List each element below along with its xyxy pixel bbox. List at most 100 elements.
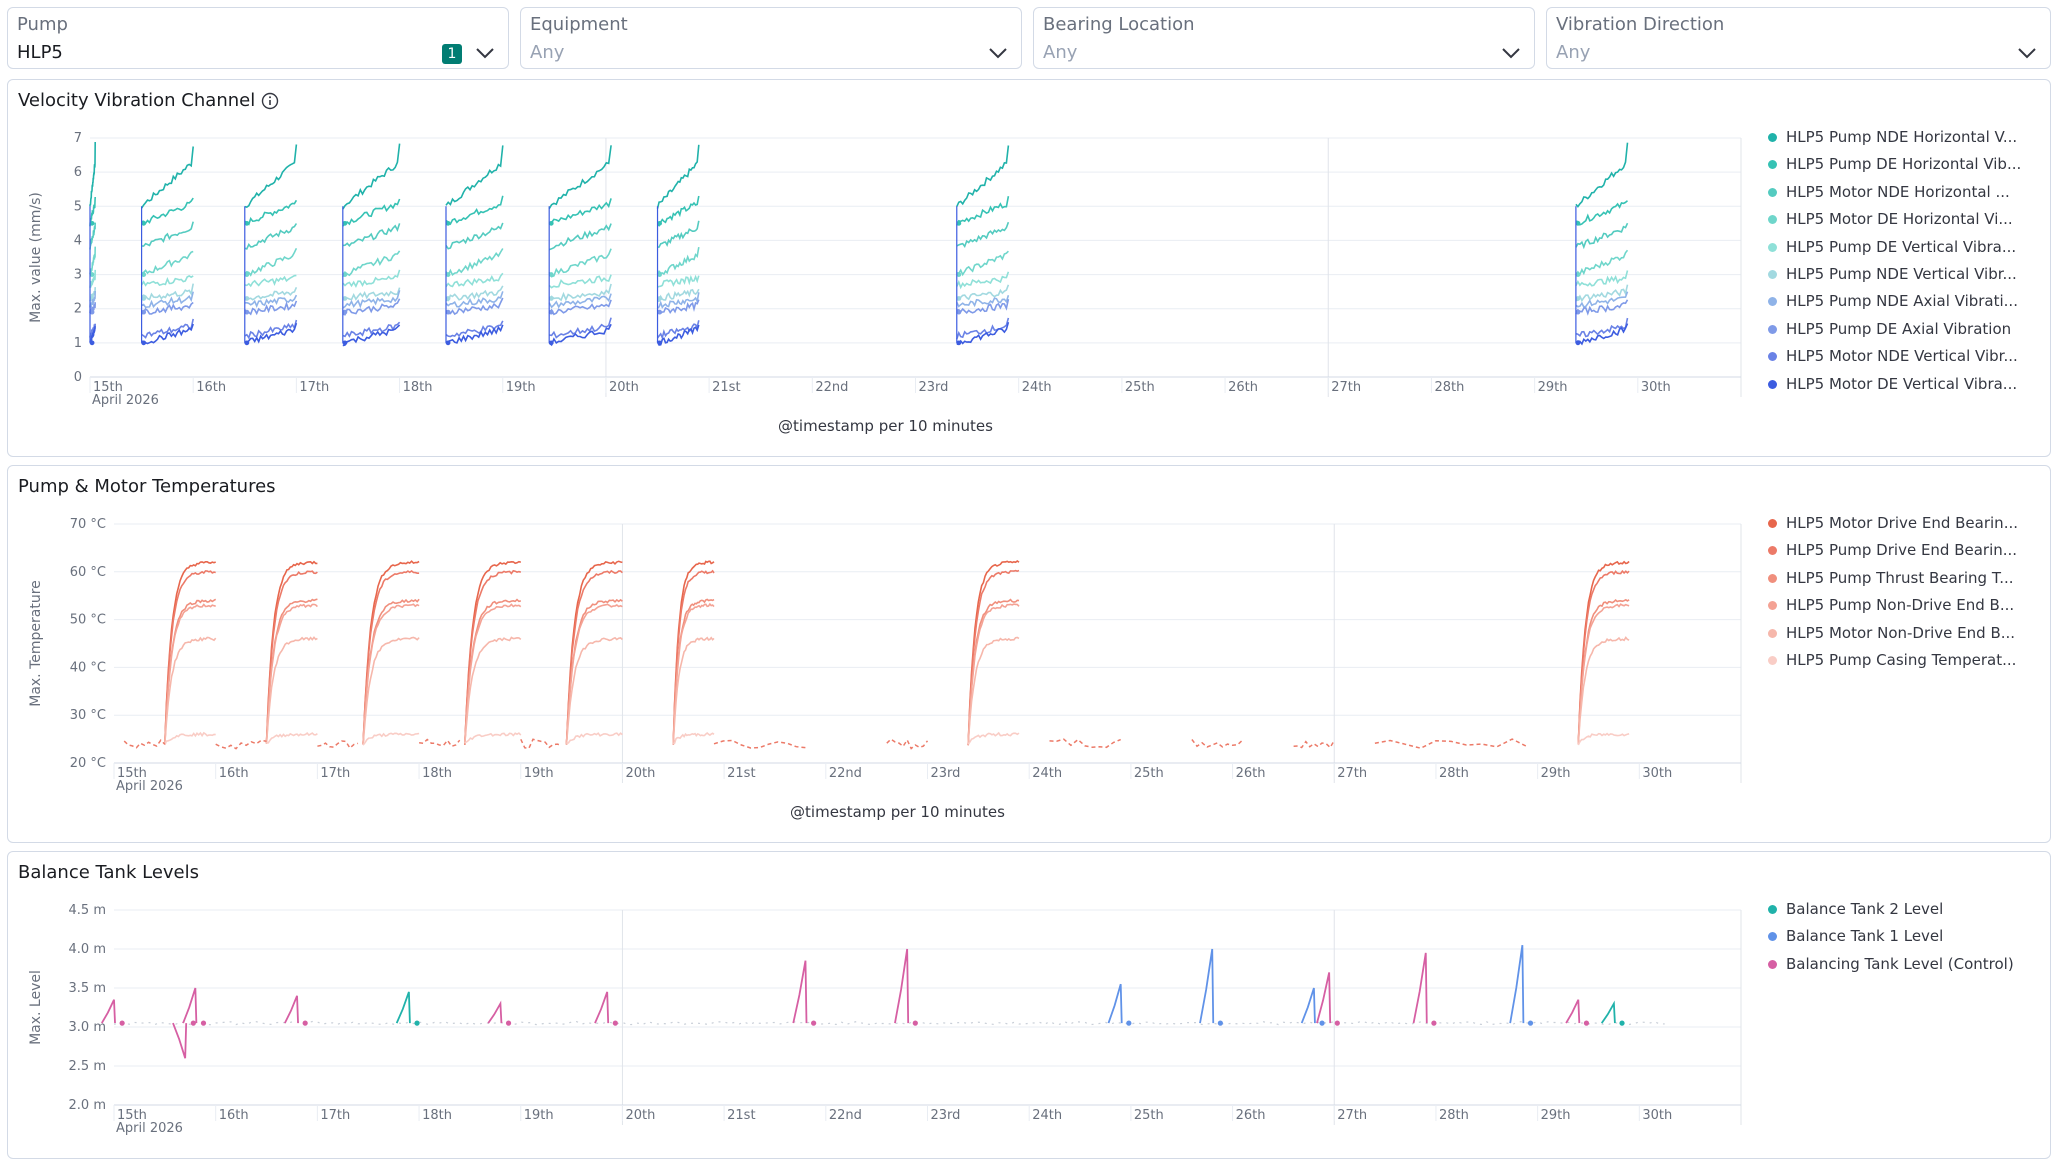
legend-item[interactable]: HLP5 Pump NDE Horizontal V... [1764,126,2044,153]
series-line[interactable] [89,220,1629,251]
vibration-direction-filter[interactable]: Vibration Direction Any [1546,7,2051,69]
vibration-direction-filter-value: Any [1556,42,1591,63]
series-line[interactable] [89,269,1629,290]
legend-item[interactable]: HLP5 Pump NDE Vertical Vibr... [1764,263,2044,290]
series-line[interactable] [89,317,1629,341]
chevron-down-icon[interactable] [474,46,496,60]
legend-item[interactable]: HLP5 Motor Drive End Bearin... [1764,512,2044,539]
legend-item[interactable]: HLP5 Pump Drive End Bearin... [1764,539,2044,566]
x-tick-label: 30th [1641,380,1671,395]
legend-label: Balance Tank 1 Level [1786,927,1944,946]
legend-item[interactable]: HLP5 Motor NDE Vertical Vibr... [1764,345,2044,372]
series-line[interactable] [164,731,1630,746]
panel-title-wrap: Balance Tank Levels [18,862,199,883]
legend-label: HLP5 Pump NDE Axial Vibrati... [1786,292,2018,311]
series-segment [464,603,522,744]
series-line[interactable] [164,598,1630,746]
series-segment [140,146,194,209]
data-point [89,309,95,315]
legend-dot-icon [1768,297,1777,307]
x-tick-label: 19th [524,766,554,781]
data-point [342,296,348,301]
legend-label: HLP5 Motor DE Vertical Vibra... [1786,374,2018,393]
pump-filter[interactable]: Pump HLP5 1 [7,7,509,69]
series-segment [342,290,401,309]
legend-label: HLP5 Motor DE Horizontal Vi... [1786,210,2013,229]
legend-item[interactable]: HLP5 Motor Non-Drive End B... [1764,622,2044,649]
legend-item[interactable]: Balance Tank 1 Level [1764,925,2044,952]
legend-item[interactable]: HLP5 Motor DE Horizontal Vi... [1764,208,2044,235]
legend-item[interactable]: HLP5 Pump NDE Axial Vibrati... [1764,290,2044,317]
series-line[interactable] [164,559,1630,745]
series-line[interactable] [395,991,1625,1026]
series-line[interactable] [89,290,1629,309]
chevron-down-icon[interactable] [987,46,1009,60]
series-segment [244,199,298,226]
series-segment [445,291,504,308]
legend-item[interactable]: HLP5 Pump DE Axial Vibration [1764,318,2044,345]
series-segment [140,274,194,287]
baseline-readings [113,1020,1665,1026]
x-tick-label: 15th [93,380,123,395]
series-segment [464,569,522,744]
series-segment [967,603,1020,744]
legend-item[interactable]: HLP5 Pump DE Vertical Vibra... [1764,236,2044,263]
data-point [200,1020,207,1026]
series-line[interactable] [89,246,1629,278]
series-line[interactable] [89,321,1629,347]
data-point [548,340,554,346]
series-segment [656,324,700,346]
series-segment [362,732,420,746]
chevron-down-icon[interactable] [1500,46,1522,60]
legend-item[interactable]: HLP5 Pump Thrust Bearing T... [1764,567,2044,594]
series-line[interactable] [89,195,1629,227]
series-segment [548,248,612,278]
data-point [414,1020,420,1026]
velocity-vibration-chart[interactable]: 0 1 2 3 4 5 6 7 15th 16th 17th 18th 19th 20th 21st 22nd… [8,80,1758,458]
data-point [956,272,962,277]
temperatures-chart[interactable]: 20 °C 30 °C 40 °C 50 °C 60 °C 70 °C 15th 16th 17… [8,466,1758,844]
y-tick-label: 70 °C [70,517,106,532]
level-spike [172,1022,188,1059]
x-tick-label: 15th [117,766,147,781]
balance-tank-chart[interactable]: 2.0 m 2.5 m 3.0 m 3.5 m 4.0 m 4.5 m 15th 16th 17… [8,852,1758,1160]
temperatures-panel: 20 °C 30 °C 40 °C 50 °C 60 °C 70 °C 15th 16th 17… [7,465,2051,843]
series-line[interactable] [101,948,1590,1059]
series-segment [956,321,1010,346]
legend-item[interactable]: HLP5 Motor DE Vertical Vibra... [1764,373,2044,400]
legend-item[interactable]: HLP5 Pump Non-Drive End B... [1764,594,2044,621]
legend-item[interactable]: HLP5 Pump DE Horizontal Vib... [1764,153,2044,180]
series-segment [164,603,216,745]
legend-item[interactable]: HLP5 Motor NDE Horizontal ... [1764,181,2044,208]
x-tick-label: 16th [196,380,226,395]
legend-item[interactable]: Balance Tank 2 Level [1764,898,2044,925]
equipment-filter[interactable]: Equipment Any [520,7,1022,69]
legend-dot-icon [1768,519,1777,528]
series-segment [565,560,623,745]
data-point [912,1020,918,1026]
series-line[interactable] [164,602,1630,745]
legend-item[interactable]: Balancing Tank Level (Control) [1764,953,2044,980]
series-line[interactable] [1107,944,1534,1026]
series-line[interactable] [89,141,1629,210]
series-line[interactable] [89,283,1629,303]
level-spike [1199,948,1215,1024]
info-icon[interactable] [261,92,279,110]
series-segment [1577,732,1630,746]
data-point [548,220,554,226]
legend-dot-icon [1768,187,1777,197]
y-tick-label: 5 [74,199,82,214]
series-line[interactable] [164,569,1630,746]
series-line[interactable] [89,297,1629,316]
chevron-down-icon[interactable] [2016,46,2038,60]
data-point [956,340,962,346]
legend-item[interactable]: HLP5 Pump Casing Temperat... [1764,649,2044,676]
legend-dot-icon [1768,905,1777,914]
bearing-location-filter-value: Any [1043,42,1078,63]
legend-dot-icon [1768,628,1777,638]
bearing-location-filter[interactable]: Bearing Location Any [1033,7,1535,69]
series-line[interactable] [164,636,1630,745]
x-tick-label: 19th [506,380,536,395]
level-spike [1565,999,1581,1024]
series-segment [141,221,194,247]
